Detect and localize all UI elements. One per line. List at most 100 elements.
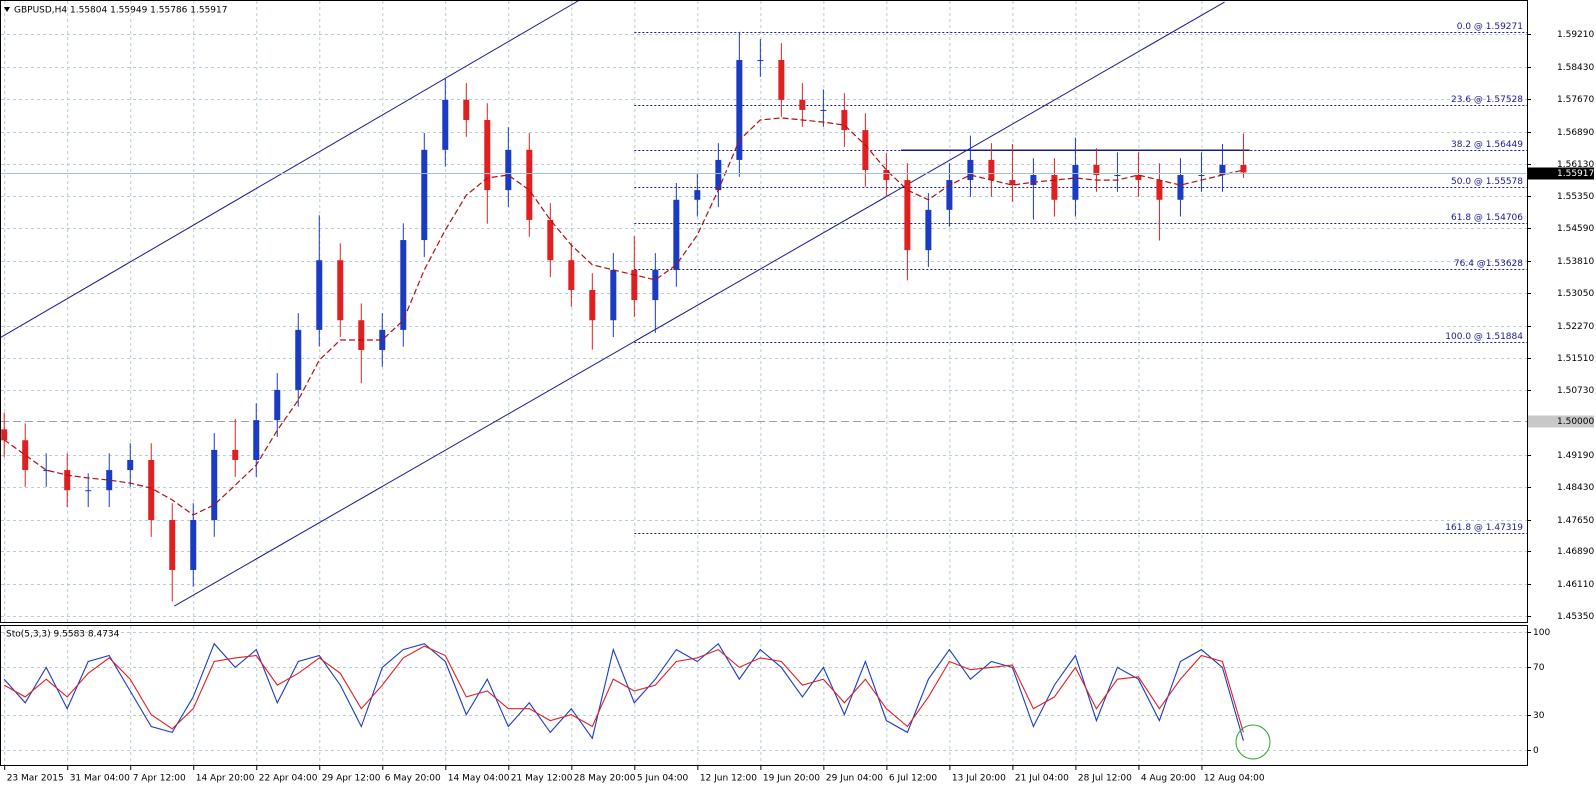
- x-tick-label: 7 Apr 12:00: [133, 774, 186, 784]
- candle-body: [1156, 180, 1163, 200]
- candle-body: [1072, 164, 1079, 200]
- candle-body: [1093, 164, 1100, 176]
- candle-body: [841, 109, 848, 131]
- y-tick-label: 1.59210: [1557, 30, 1594, 40]
- y-tick-label: 1.53810: [1557, 257, 1594, 267]
- y-tick-label: 1.52270: [1557, 322, 1594, 332]
- y-tick-label: 1.45350: [1557, 612, 1594, 622]
- candle-body: [1240, 164, 1247, 173]
- stoch-line: [3, 642, 1244, 741]
- candle-body: [190, 520, 197, 570]
- candle-body: [967, 159, 974, 181]
- y-tick-label: 1.55350: [1557, 192, 1594, 202]
- candle-body: [820, 109, 827, 111]
- x-tick-label: 21 May 12:00: [511, 774, 573, 784]
- y-tick-label: 30: [1533, 711, 1545, 721]
- x-tick-label: 4 Aug 20:00: [1141, 774, 1196, 784]
- trend-line: [0, 0, 580, 339]
- y-tick-label: 1.49190: [1557, 451, 1594, 461]
- candle-body: [694, 190, 701, 200]
- candle-body: [631, 269, 638, 301]
- x-tick-label: 22 Apr 04:00: [259, 774, 318, 784]
- y-tick-label: 1.57670: [1557, 95, 1594, 105]
- candle-body: [568, 260, 575, 291]
- candle-body: [715, 159, 722, 191]
- x-tick-label: 21 Jul 04:00: [1015, 774, 1069, 784]
- candle-body: [211, 449, 218, 521]
- candle-body: [337, 260, 344, 321]
- candle-body: [22, 440, 29, 471]
- y-tick-label: 1.58430: [1557, 63, 1594, 73]
- y-tick-label: 1.46110: [1557, 580, 1594, 590]
- fib-label: 23.6 @ 1.57528: [1451, 95, 1523, 105]
- x-tick-label: 28 Jul 12:00: [1078, 774, 1132, 784]
- x-tick-label: 14 May 04:00: [448, 774, 510, 784]
- candle-body: [1, 429, 8, 441]
- candle-body: [127, 459, 134, 471]
- candle-body: [862, 130, 869, 170]
- candle-body: [925, 209, 932, 251]
- candle-body: [1219, 164, 1226, 176]
- last-price-label: 1.55917: [1557, 169, 1594, 179]
- candle-body: [904, 180, 911, 251]
- candle-body: [232, 449, 239, 460]
- fib-label: 0.0 @ 1.59271: [1457, 22, 1523, 32]
- y-tick-label: 1.54590: [1557, 224, 1594, 234]
- fib-label: 61.8 @ 1.54706: [1451, 213, 1523, 223]
- fib-label: 100.0 @ 1.51884: [1445, 332, 1523, 342]
- stoch-title: Sto(5,3,3) 9.5583 8.4734: [6, 630, 120, 640]
- candle-body: [1051, 175, 1058, 200]
- candle-body: [400, 240, 407, 330]
- y-tick-label: 1.47650: [1557, 516, 1594, 526]
- candle-body: [589, 290, 596, 321]
- candle-body: [43, 470, 50, 472]
- x-tick-label: 14 Apr 20:00: [196, 774, 255, 784]
- plot-layer: 0.0 @ 1.59271 23.6 @ 1.57528 38.2 @ 1.5644…: [0, 0, 1527, 765]
- candle-body: [673, 199, 680, 270]
- candle-body: [799, 99, 806, 110]
- x-tick-label: 31 Mar 04:00: [70, 774, 130, 784]
- x-tick-label: 12 Jun 12:00: [700, 774, 757, 784]
- candle-body: [106, 470, 113, 491]
- candle-body: [652, 269, 659, 301]
- moving-average: [3, 117, 1244, 516]
- candle-body: [442, 99, 449, 150]
- candle-body: [1030, 175, 1037, 186]
- candle-body: [169, 520, 176, 570]
- candle-body: [274, 389, 281, 421]
- x-tick-label: 23 Mar 2015: [7, 774, 64, 784]
- fib-label: 38.2 @ 1.56449: [1451, 140, 1523, 150]
- candle-body: [883, 169, 890, 181]
- candle-body: [421, 149, 428, 241]
- candle-body: [946, 180, 953, 210]
- candle-body: [988, 159, 995, 181]
- y-tick-label: 1.46890: [1557, 547, 1594, 557]
- candle-body: [1114, 175, 1121, 177]
- candle-body: [610, 269, 617, 321]
- candle-body: [484, 120, 491, 191]
- x-tick-label: 13 Jul 20:00: [952, 774, 1006, 784]
- candle-body: [1135, 175, 1142, 181]
- candle-body: [463, 99, 470, 121]
- y-tick-label: 1.56130: [1557, 160, 1594, 170]
- y-tick-label: 1.50730: [1557, 386, 1594, 396]
- x-tick-label: 5 Jun 04:00: [637, 774, 689, 784]
- candle-body: [1198, 175, 1205, 177]
- highlight-circle: [1235, 724, 1271, 760]
- fib-label: 50.0 @ 1.55578: [1451, 177, 1523, 187]
- x-tick-label: 6 May 20:00: [385, 774, 441, 784]
- trend-line: [174, 1, 1225, 607]
- candle-body: [379, 329, 386, 351]
- fib-label: 161.8 @ 1.47319: [1445, 523, 1523, 533]
- stoch-panel-frame: [0, 625, 1528, 766]
- candle-body: [778, 60, 785, 100]
- title-arrow: [4, 7, 10, 12]
- candle-body: [526, 149, 533, 220]
- candle-body: [64, 470, 71, 491]
- x-tick-label: 29 Jun 04:00: [826, 774, 883, 784]
- price-title: GBPUSD,H4 1.55804 1.55949 1.55786 1.5591…: [14, 6, 227, 16]
- candle-body: [316, 260, 323, 330]
- x-tick-label: 28 May 20:00: [574, 774, 636, 784]
- candle-body: [757, 60, 764, 62]
